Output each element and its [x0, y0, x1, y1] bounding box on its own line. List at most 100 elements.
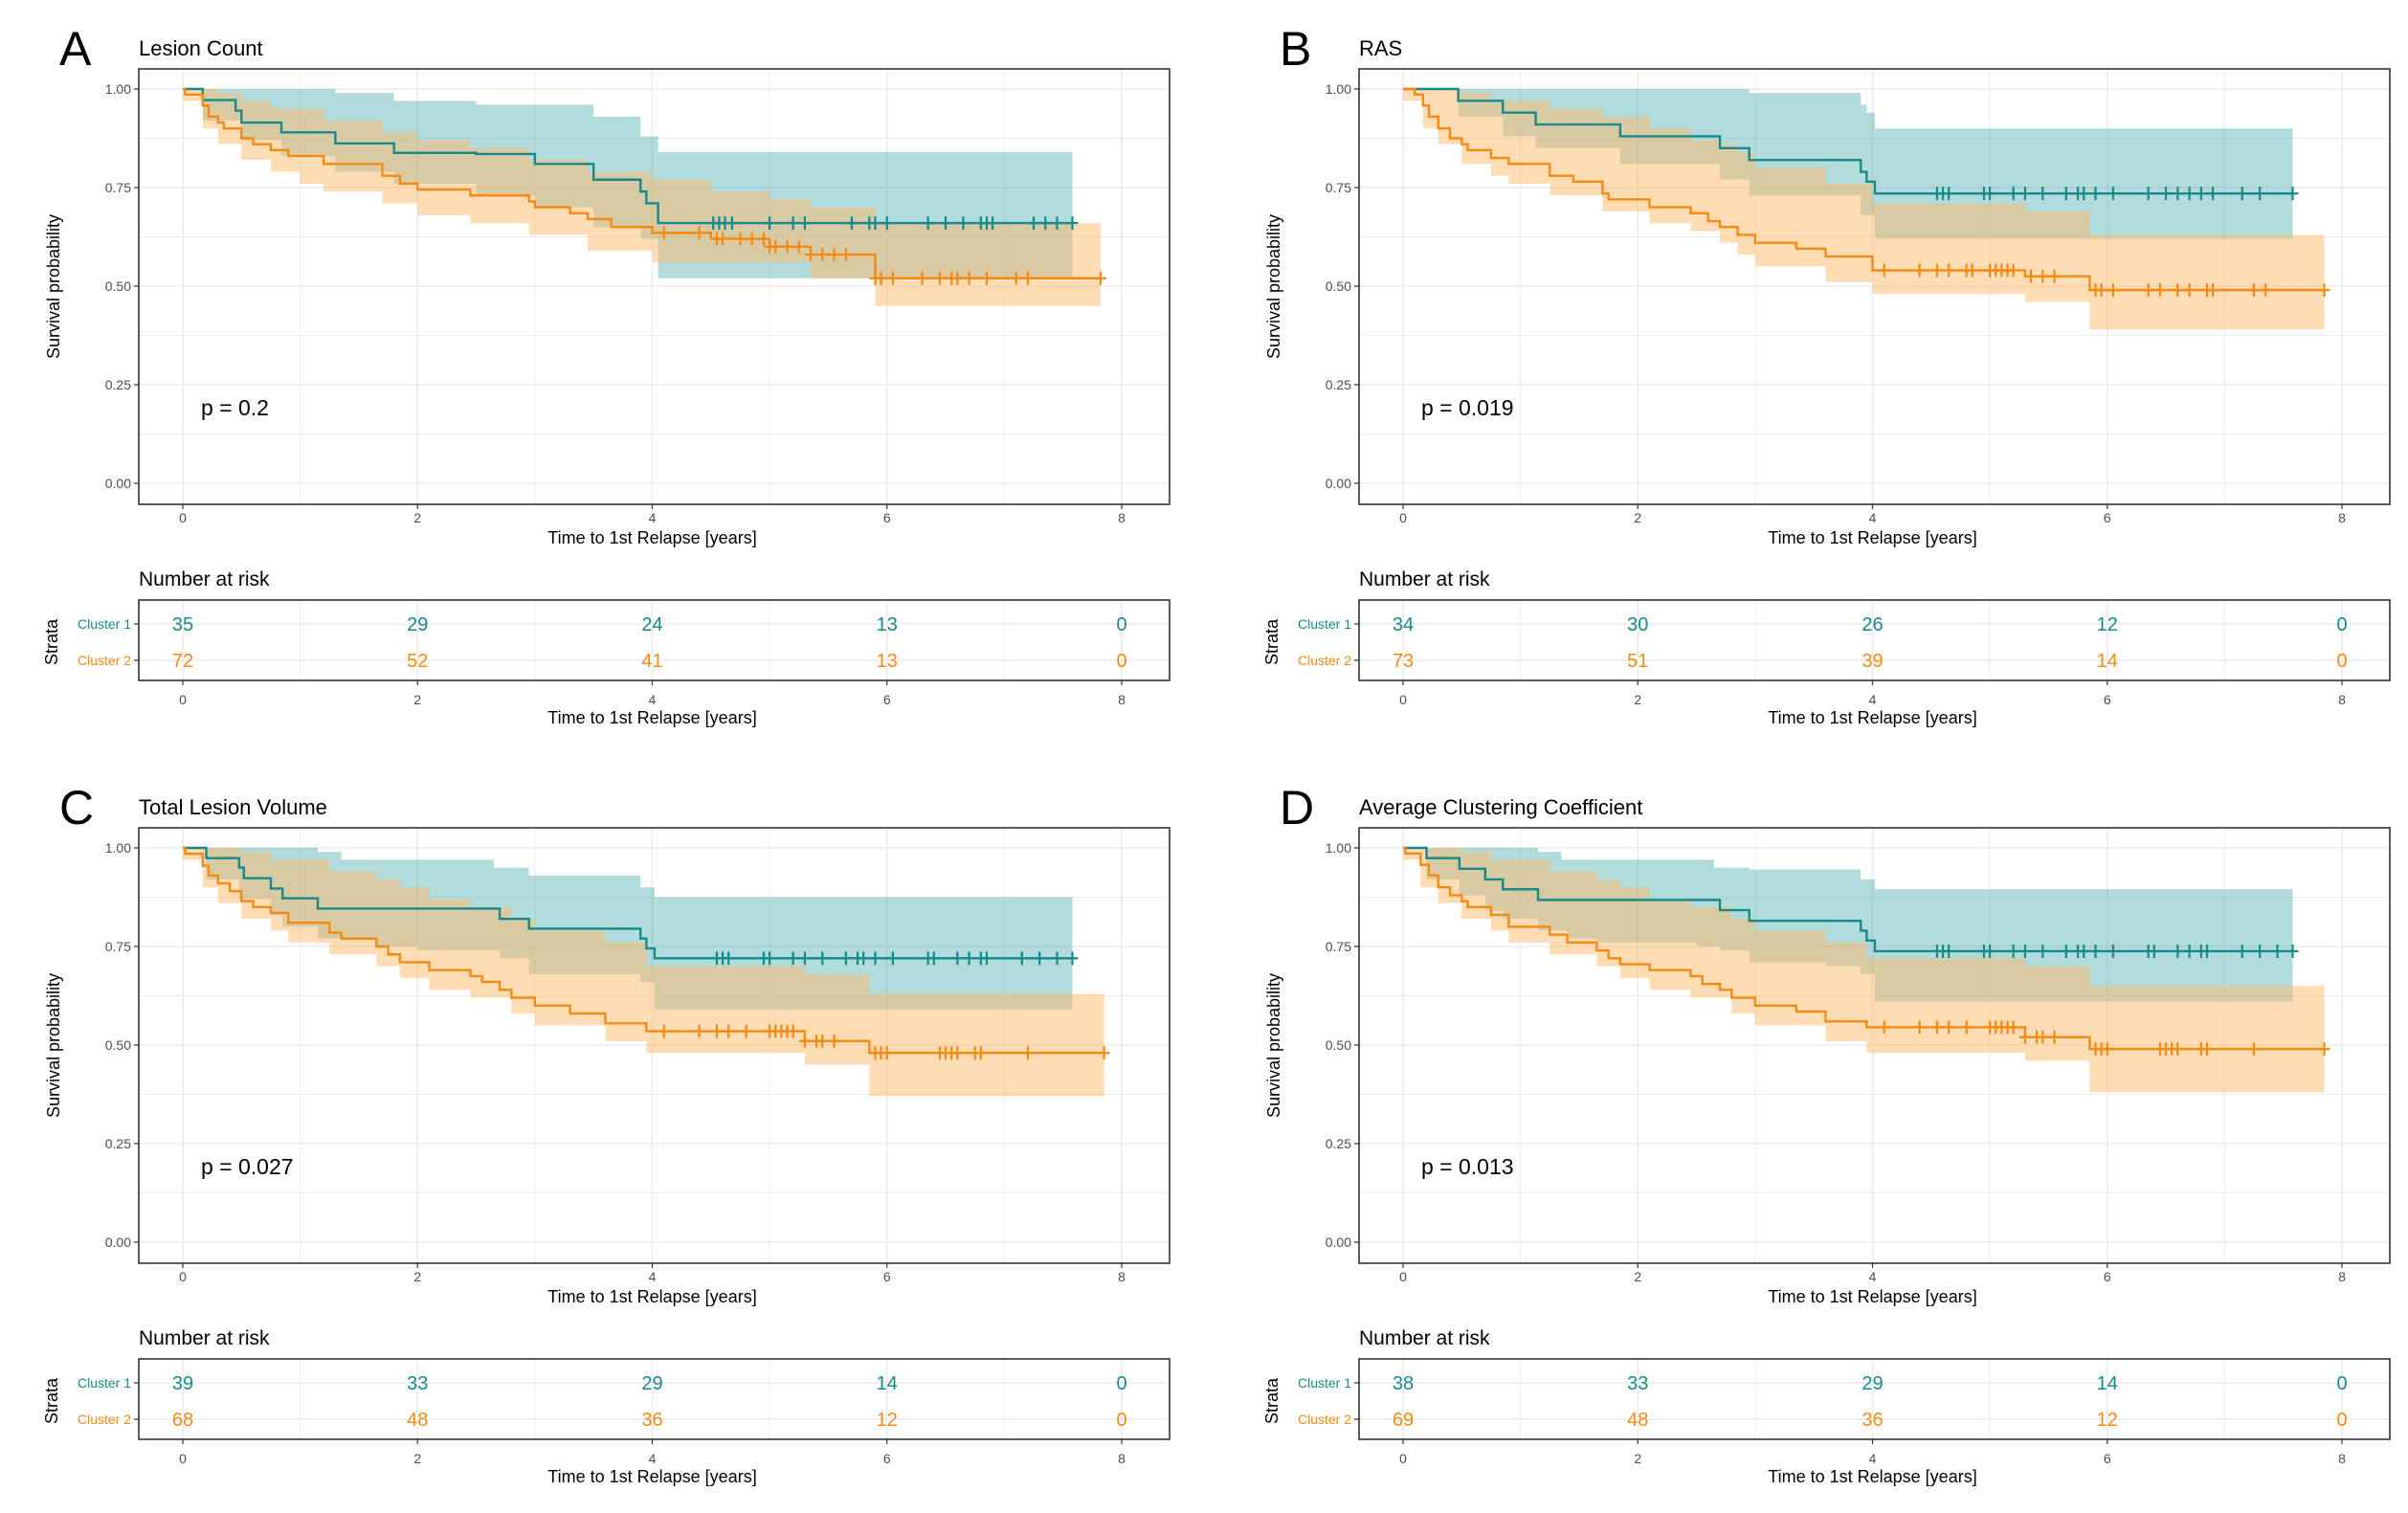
x-tick-label: 8	[1118, 510, 1126, 525]
risk-count: 13	[877, 614, 898, 635]
p-value-annotation: p = 0.013	[1421, 1154, 1514, 1179]
risk-count: 38	[1393, 1373, 1414, 1394]
censor-mark	[2007, 944, 2019, 958]
x-tick-label: 4	[1869, 510, 1877, 525]
censor-mark	[1943, 263, 1955, 278]
y-tick-label: 0.25	[1326, 377, 1351, 392]
risk-table-frame	[138, 599, 1171, 681]
censor-mark	[1913, 263, 1926, 278]
censor-mark	[916, 271, 928, 285]
risk-table-area	[139, 1359, 1170, 1439]
censor-mark	[798, 951, 811, 966]
ci-band-1	[1403, 848, 2293, 1002]
censor-mark	[2236, 944, 2248, 958]
censor-mark	[980, 951, 992, 966]
y-axis-title: Survival probability	[1264, 214, 1283, 359]
censor-mark	[1878, 1020, 1890, 1035]
censor-mark	[2254, 944, 2266, 958]
censor-mark	[658, 226, 670, 240]
censor-mark	[2018, 944, 2031, 958]
censor-mark	[881, 1046, 893, 1060]
y-tick-label: 0.50	[1326, 278, 1351, 294]
risk-count: 0	[2336, 1410, 2347, 1431]
risk-x-axis-title: Time to 1st Relapse [years]	[547, 1467, 756, 1486]
risk-table-frame	[138, 1358, 1171, 1440]
x-tick-label: 8	[1118, 692, 1126, 707]
x-tick-label: 0	[179, 1451, 187, 1466]
censor-mark	[881, 216, 893, 231]
risk-count: 35	[172, 614, 193, 635]
x-tick-label: 2	[413, 510, 421, 525]
x-tick-label: 6	[2104, 692, 2111, 707]
censor-mark	[2172, 944, 2184, 958]
censor-mark	[2107, 283, 2119, 298]
plot-title: RAS	[1359, 36, 1402, 60]
strata-label: Cluster 1	[1298, 1375, 1351, 1391]
strata-label: Cluster 2	[1298, 653, 1351, 668]
censor-mark	[2007, 1020, 2019, 1035]
risk-count: 14	[877, 1373, 898, 1394]
x-tick-label: 8	[1118, 1451, 1126, 1466]
y-tick-label: 1.00	[105, 81, 131, 97]
y-tick-label: 0.25	[105, 1136, 131, 1151]
censor-mark	[963, 271, 975, 285]
strata-label: Cluster 2	[78, 653, 131, 668]
risk-table-area	[1359, 1359, 2390, 1439]
censor-mark	[2060, 944, 2072, 958]
strata-axis-title: Strata	[42, 618, 61, 665]
censor-mark	[1021, 271, 1034, 285]
censor-mark	[2160, 187, 2173, 201]
risk-count: 0	[2336, 614, 2347, 635]
censor-mark	[2037, 269, 2049, 283]
censor-mark	[2148, 944, 2160, 958]
strata-axis-title: Strata	[1262, 618, 1282, 665]
y-axis-title: Survival probability	[44, 973, 63, 1118]
survival-curve-2	[1403, 87, 2325, 292]
censor-mark	[1943, 1020, 1955, 1035]
censor-mark	[787, 1024, 799, 1038]
x-tick-label: 0	[1399, 692, 1407, 707]
censor-mark	[2183, 944, 2196, 958]
censor-mark	[1878, 263, 1890, 278]
censor-mark	[816, 1034, 829, 1048]
censor-mark	[2260, 283, 2272, 298]
censor-marks-1	[707, 216, 1079, 231]
censor-mark	[2037, 944, 2049, 958]
risk-x-axis-title: Time to 1st Relapse [years]	[547, 708, 756, 727]
censor-mark	[2318, 1042, 2330, 1057]
x-axis-title: Time to 1st Relapse [years]	[1768, 1287, 1976, 1306]
censor-mark	[2248, 1042, 2261, 1057]
censor-mark	[2048, 1030, 2061, 1044]
censor-mark	[828, 248, 840, 262]
censor-mark	[1021, 1046, 1034, 1060]
risk-count: 14	[2097, 651, 2118, 672]
x-tick-label: 6	[2104, 510, 2111, 525]
strata-label: Cluster 1	[1298, 616, 1351, 632]
risk-count: 41	[641, 651, 662, 672]
censor-mark	[2048, 269, 2061, 283]
censor-mark	[693, 226, 705, 240]
x-tick-label: 6	[2104, 1451, 2111, 1466]
risk-count: 72	[172, 651, 193, 672]
censor-mark	[2248, 283, 2261, 298]
risk-table-frame	[1358, 599, 2391, 681]
y-tick-label: 0.75	[105, 939, 131, 954]
censor-mark	[723, 1024, 735, 1038]
censor-mark	[2089, 944, 2102, 958]
risk-x-axis-title: Time to 1st Relapse [years]	[1768, 708, 1976, 727]
censor-mark	[2286, 944, 2299, 958]
censor-mark	[957, 216, 970, 231]
x-tick-label: 0	[179, 1269, 187, 1284]
censor-mark	[1039, 216, 1052, 231]
risk-count: 29	[641, 1373, 662, 1394]
x-tick-label: 6	[883, 1451, 891, 1466]
x-tick-label: 2	[1634, 692, 1641, 707]
risk-count: 12	[2097, 614, 2118, 635]
censor-mark	[1028, 216, 1040, 231]
censor-mark	[927, 951, 940, 966]
x-tick-label: 8	[2338, 1451, 2346, 1466]
censor-mark	[717, 232, 729, 246]
y-tick-label: 0.50	[105, 1037, 131, 1053]
y-tick-label: 0.00	[1326, 476, 1351, 491]
censor-mark	[757, 232, 769, 246]
